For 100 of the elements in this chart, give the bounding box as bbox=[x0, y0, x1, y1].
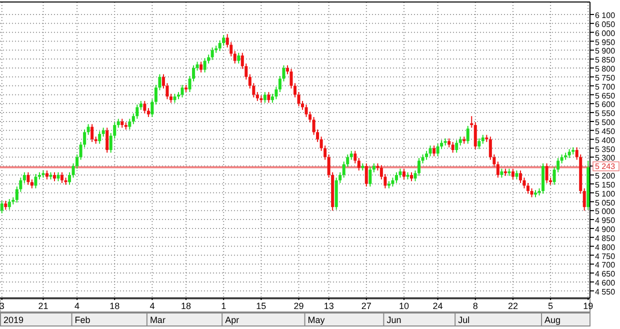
x-tick-label: 4 bbox=[150, 301, 155, 311]
x-tick-label: 3 bbox=[0, 301, 4, 311]
x-tick-label: 8 bbox=[472, 301, 478, 311]
candlestick bbox=[267, 92, 270, 104]
x-tick-label: 5 bbox=[548, 301, 554, 311]
candlestick bbox=[402, 168, 406, 180]
candlestick bbox=[496, 161, 500, 178]
y-tick-label: 6 000 bbox=[595, 28, 616, 38]
x-tick-label: 24 bbox=[432, 301, 443, 311]
x-tick-label: 10 bbox=[398, 301, 409, 311]
text: Jul bbox=[458, 315, 470, 325]
candlestick bbox=[478, 138, 481, 150]
candlestick bbox=[106, 127, 109, 154]
candlestick bbox=[432, 145, 436, 157]
text: Mar bbox=[150, 315, 166, 325]
candlestick bbox=[22, 172, 26, 184]
candlestick bbox=[428, 145, 432, 157]
y-tick-label: 4 550 bbox=[595, 287, 616, 296]
y-tick-label: 5 500 bbox=[595, 118, 616, 128]
text: May bbox=[308, 315, 326, 325]
y-tick-label: 5 150 bbox=[595, 180, 616, 190]
candlestick bbox=[511, 168, 514, 180]
y-tick-label: 5 650 bbox=[595, 91, 616, 100]
x-tick-label: 13 bbox=[324, 301, 334, 311]
candlestick bbox=[364, 162, 368, 188]
y-tick-label: 5 850 bbox=[595, 56, 616, 65]
y-tick-label: 5 600 bbox=[595, 100, 616, 110]
x-tick-label: 15 bbox=[256, 301, 266, 311]
text: Feb bbox=[74, 315, 90, 325]
candlestick bbox=[0, 200, 4, 214]
y-tick-label: 4 950 bbox=[595, 216, 616, 226]
y-tick-label: 5 400 bbox=[595, 136, 616, 145]
y-tick-label: 4 750 bbox=[595, 252, 616, 261]
candlestick bbox=[128, 118, 132, 130]
candlestick bbox=[200, 61, 203, 73]
candlestick bbox=[357, 158, 360, 172]
y-tick-label: 6 050 bbox=[595, 20, 616, 29]
candlestick bbox=[8, 198, 11, 210]
candlestick bbox=[180, 84, 184, 98]
x-tick-label: 4 bbox=[74, 301, 80, 311]
y-tick-label: 4 700 bbox=[595, 260, 616, 270]
candlestick bbox=[233, 50, 236, 64]
x-tick-label: 18 bbox=[181, 301, 192, 311]
candlestick bbox=[294, 82, 296, 98]
candlestick bbox=[60, 172, 64, 184]
text: Aug bbox=[544, 315, 561, 325]
x-tick-label: 27 bbox=[361, 301, 372, 311]
y-tick-label: 5 450 bbox=[595, 126, 616, 136]
y-tick-label: 4 650 bbox=[595, 270, 616, 279]
text: 2019 bbox=[4, 315, 24, 325]
candlestick bbox=[290, 68, 293, 89]
candlestick bbox=[263, 92, 266, 104]
y-tick-label: 5 900 bbox=[595, 46, 616, 56]
x-tick-label: 18 bbox=[110, 301, 120, 311]
candlestick bbox=[143, 100, 146, 114]
candlestick bbox=[150, 98, 154, 118]
candlestick bbox=[582, 188, 586, 212]
ref-line-label: 5 243 bbox=[595, 162, 616, 172]
y-tick-label: 5 700 bbox=[595, 82, 616, 92]
y-tick-label: 4 800 bbox=[595, 242, 616, 252]
candlestick bbox=[455, 140, 458, 154]
text: Jun bbox=[386, 315, 402, 325]
y-tick-label: 4 900 bbox=[595, 225, 616, 234]
y-tick-label: 5 200 bbox=[595, 172, 616, 181]
text: Apr bbox=[225, 315, 240, 325]
candlestick bbox=[466, 125, 470, 144]
candlestick bbox=[26, 172, 30, 186]
y-tick-label: 5 050 bbox=[595, 198, 616, 208]
candlestick bbox=[297, 92, 300, 107]
y-tick-label: 5 550 bbox=[595, 109, 616, 118]
y-tick-label: 4 850 bbox=[595, 234, 616, 243]
candlestick bbox=[98, 130, 102, 144]
candlestick bbox=[90, 124, 94, 142]
candlestick bbox=[34, 174, 38, 189]
x-tick-label: 19 bbox=[583, 301, 594, 311]
y-tick-label: 5 000 bbox=[595, 207, 616, 216]
y-tick-label: 5 750 bbox=[595, 73, 616, 82]
candlestick bbox=[394, 172, 398, 184]
candlestick bbox=[474, 122, 477, 150]
x-tick-label: 22 bbox=[508, 301, 518, 311]
y-tick-label: 4 600 bbox=[595, 278, 616, 288]
x-tick-label: 1 bbox=[221, 301, 226, 311]
candlestick bbox=[368, 166, 372, 188]
y-tick-label: 5 300 bbox=[595, 154, 616, 163]
candlestick bbox=[68, 172, 72, 186]
y-tick-label: 5 100 bbox=[595, 189, 616, 198]
x-tick-label: 29 bbox=[294, 301, 304, 311]
candlestick bbox=[203, 58, 206, 73]
y-tick-label: 5 800 bbox=[595, 64, 616, 74]
y-tick-label: 5 950 bbox=[595, 38, 616, 47]
candlestick bbox=[86, 124, 90, 136]
y-tick-label: 6 100 bbox=[595, 11, 616, 20]
candlestick bbox=[274, 86, 278, 100]
y-tick-label: 5 350 bbox=[595, 144, 616, 154]
candlestick bbox=[237, 52, 240, 64]
candlestick bbox=[210, 46, 214, 60]
candlestick bbox=[436, 143, 440, 157]
candlestick bbox=[354, 150, 357, 164]
candlestick bbox=[545, 162, 548, 184]
candlestick bbox=[526, 182, 530, 194]
